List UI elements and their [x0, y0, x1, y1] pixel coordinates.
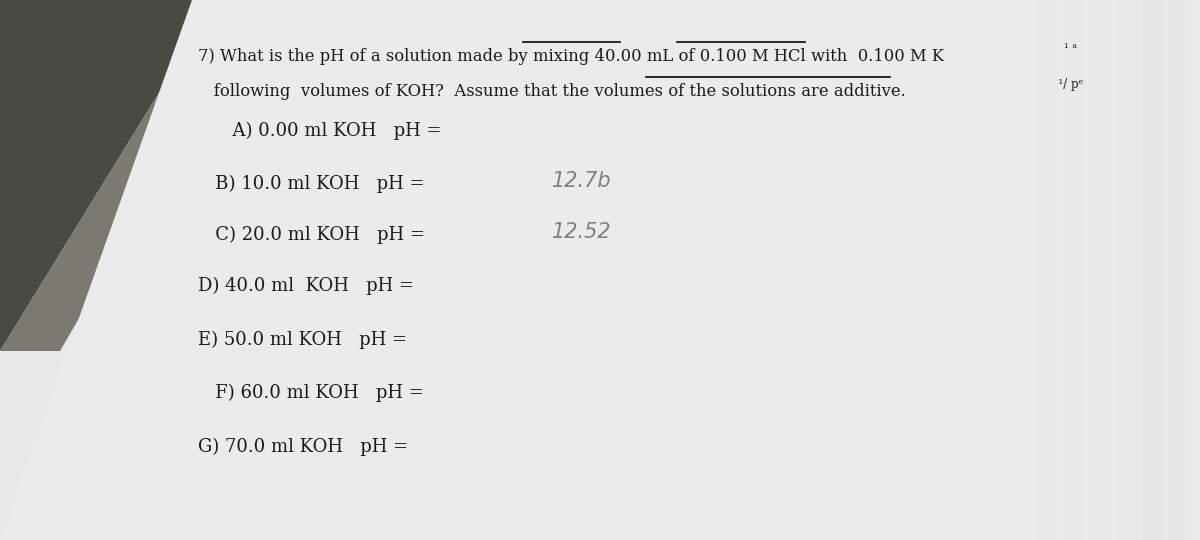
Text: ¹/ pᵉ: ¹/ pᵉ [1051, 78, 1084, 91]
Text: B) 10.0 ml KOH   pH =: B) 10.0 ml KOH pH = [198, 174, 431, 193]
Text: following  volumes of KOH?  Assume that the volumes of the solutions are additiv: following volumes of KOH? Assume that th… [198, 83, 906, 100]
Bar [984, 0, 1006, 540]
Text: E) 50.0 ml KOH   pH =: E) 50.0 ml KOH pH = [198, 331, 407, 349]
Text: ¹ ᵃ: ¹ ᵃ [1064, 42, 1078, 55]
Text: G) 70.0 ml KOH   pH =: G) 70.0 ml KOH pH = [198, 438, 408, 456]
Text: 12.52: 12.52 [552, 222, 612, 242]
Bar [1169, 0, 1190, 540]
Bar [1010, 0, 1032, 540]
Bar [1142, 0, 1164, 540]
Text: C) 20.0 ml KOH   pH =: C) 20.0 ml KOH pH = [198, 226, 431, 244]
Bar [1063, 0, 1085, 540]
Polygon shape [0, 0, 264, 351]
Bar [1037, 0, 1058, 540]
Text: A) 0.00 ml KOH   pH =: A) 0.00 ml KOH pH = [198, 122, 442, 140]
Text: F) 60.0 ml KOH   pH =: F) 60.0 ml KOH pH = [198, 384, 424, 402]
Text: 12.7b: 12.7b [552, 171, 612, 191]
Bar [1090, 0, 1111, 540]
Polygon shape [0, 0, 216, 351]
Text: D) 40.0 ml  KOH   pH =: D) 40.0 ml KOH pH = [198, 277, 414, 295]
Text: 7) What is the pH of a solution made by mixing 40.00 mL of 0.100 M HCl with  0.1: 7) What is the pH of a solution made by … [198, 48, 944, 65]
Bar [1116, 0, 1138, 540]
